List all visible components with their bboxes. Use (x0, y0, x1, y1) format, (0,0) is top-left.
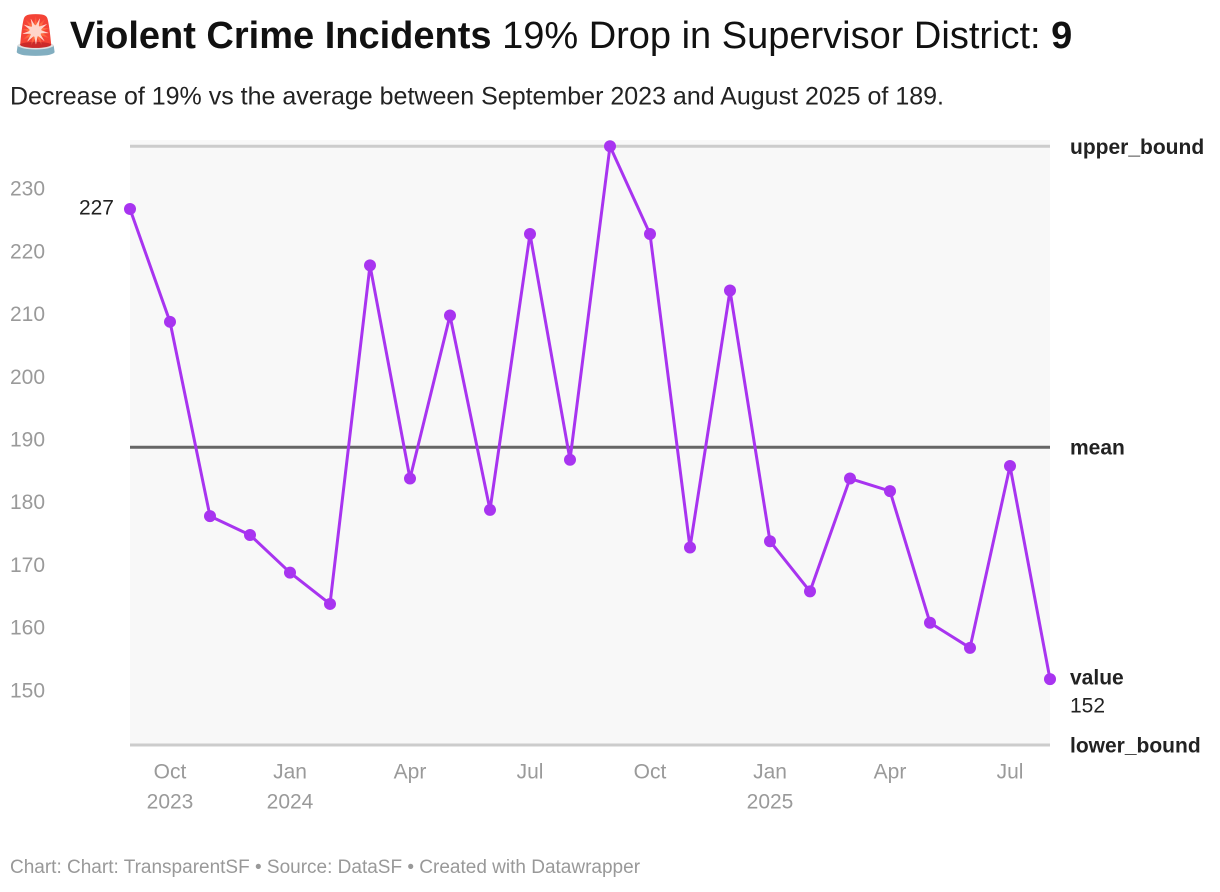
chart-title: 🚨 Violent Crime Incidents 19% Drop in Su… (12, 13, 1072, 57)
data-point (564, 453, 576, 466)
data-point (804, 585, 816, 598)
data-point (404, 472, 416, 485)
title-icon: 🚨 (12, 13, 59, 57)
data-point (644, 228, 656, 241)
x-tick-year: 2025 (747, 791, 794, 814)
data-point (884, 485, 896, 498)
title-bold: Violent Crime Incidents (70, 15, 492, 57)
data-point (244, 528, 256, 541)
x-tick-label: Jul (997, 761, 1024, 784)
y-tick-label: 200 (10, 366, 45, 389)
y-tick-label: 160 (10, 617, 45, 640)
data-point (724, 284, 736, 297)
data-point (964, 641, 976, 654)
y-tick-label: 220 (10, 240, 45, 263)
x-tick-year: 2023 (147, 791, 194, 814)
subtitle: Decrease of 19% vs the average between S… (10, 83, 944, 111)
y-tick-label: 150 (10, 679, 45, 702)
x-tick-label: Oct (634, 761, 667, 784)
value-label: 152 (1070, 695, 1105, 718)
data-point (164, 315, 176, 328)
data-point (364, 259, 376, 272)
data-point (684, 541, 696, 554)
reference-label: upper_bound (1070, 136, 1204, 159)
data-point (924, 616, 936, 629)
x-tick-label: Jul (517, 761, 544, 784)
data-point (1044, 673, 1056, 686)
x-tick-label: Apr (394, 761, 427, 784)
data-point (524, 228, 536, 241)
value-label: 227 (79, 197, 114, 220)
y-tick-label: 230 (10, 178, 45, 201)
data-point (484, 503, 496, 516)
data-point (324, 597, 336, 610)
x-tick-label: Oct (154, 761, 187, 784)
x-tick-label: Jan (753, 761, 787, 784)
reference-label: mean (1070, 437, 1125, 460)
data-point (204, 510, 216, 523)
footer: Chart: Chart: TransparentSF • Source: Da… (10, 857, 641, 878)
series-label: value (1070, 667, 1124, 690)
x-tick-label: Jan (273, 761, 307, 784)
series-line (128, 144, 1052, 680)
reference-label: lower_bound (1070, 735, 1201, 758)
title-district: 9 (1051, 15, 1072, 57)
y-tick-label: 210 (10, 303, 45, 326)
data-point (284, 566, 296, 579)
y-tick-label: 180 (10, 491, 45, 514)
data-point (604, 140, 616, 153)
x-tick-year: 2024 (267, 791, 314, 814)
plot-background (130, 140, 1050, 745)
title-rest: 19% Drop in Supervisor District: (502, 15, 1041, 57)
data-point (444, 309, 456, 322)
y-tick-label: 170 (10, 554, 45, 577)
data-point (844, 472, 856, 485)
data-point (1004, 460, 1016, 473)
data-point (764, 535, 776, 548)
data-point (124, 202, 136, 215)
y-tick-label: 190 (10, 428, 45, 451)
x-tick-label: Apr (874, 761, 907, 784)
